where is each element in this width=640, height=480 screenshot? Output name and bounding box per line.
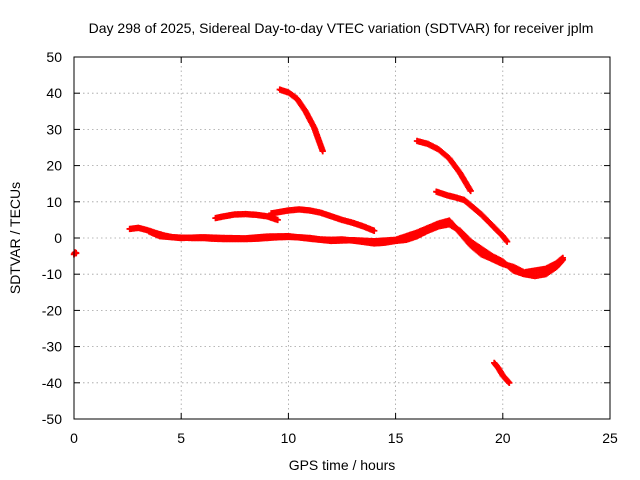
- series-low-segment: [491, 359, 513, 386]
- series-secondary-baseline: [145, 217, 567, 276]
- y-tick-label: 50: [46, 49, 62, 65]
- data-point: [319, 147, 326, 155]
- y-tick-label: -20: [42, 302, 62, 318]
- series-arc-6-10: [212, 210, 281, 224]
- series-descending-16-18: [413, 137, 474, 195]
- y-tick-label: 0: [54, 230, 62, 246]
- x-tick-label: 25: [602, 430, 618, 446]
- chart-text: Day 298 of 2025, Sidereal Day-to-day VTE…: [7, 20, 593, 473]
- data-point: [467, 187, 474, 195]
- data-point: [559, 254, 567, 262]
- y-tick-label: -40: [42, 375, 62, 391]
- y-tick-label: 40: [46, 85, 62, 101]
- y-tick-label: 10: [46, 194, 62, 210]
- y-tick-label: -50: [42, 411, 62, 427]
- series-descending-17-20: [433, 188, 511, 245]
- series-high-drop: [276, 86, 326, 155]
- y-tick-label: -10: [42, 266, 62, 282]
- y-tick-label: 30: [46, 121, 62, 137]
- series-isolated-start: [70, 249, 80, 258]
- x-tick-label: 15: [388, 430, 404, 446]
- series-arc-9-14: [268, 206, 378, 234]
- data-point: [370, 227, 378, 234]
- data-point: [503, 238, 511, 245]
- data-point: [274, 216, 281, 224]
- chart-title: Day 298 of 2025, Sidereal Day-to-day VTE…: [89, 20, 594, 36]
- x-tick-label: 20: [495, 430, 511, 446]
- data-point: [506, 379, 513, 386]
- data-point: [505, 378, 512, 385]
- y-tick-label: -30: [42, 339, 62, 355]
- x-tick-label: 0: [70, 430, 78, 446]
- x-axis-label: GPS time / hours: [289, 457, 396, 473]
- x-tick-label: 10: [281, 430, 297, 446]
- axes-ticks: 0 5 10 15 20 25 -50 -40 -30 -20 -10 0 10 20 30 40 50: [42, 49, 618, 446]
- data-point: [558, 255, 565, 263]
- data-points: [70, 86, 567, 386]
- y-axis-label: SDTVAR / TECUs: [7, 182, 23, 294]
- x-tick-label: 5: [177, 430, 185, 446]
- y-tick-label: 20: [46, 158, 62, 174]
